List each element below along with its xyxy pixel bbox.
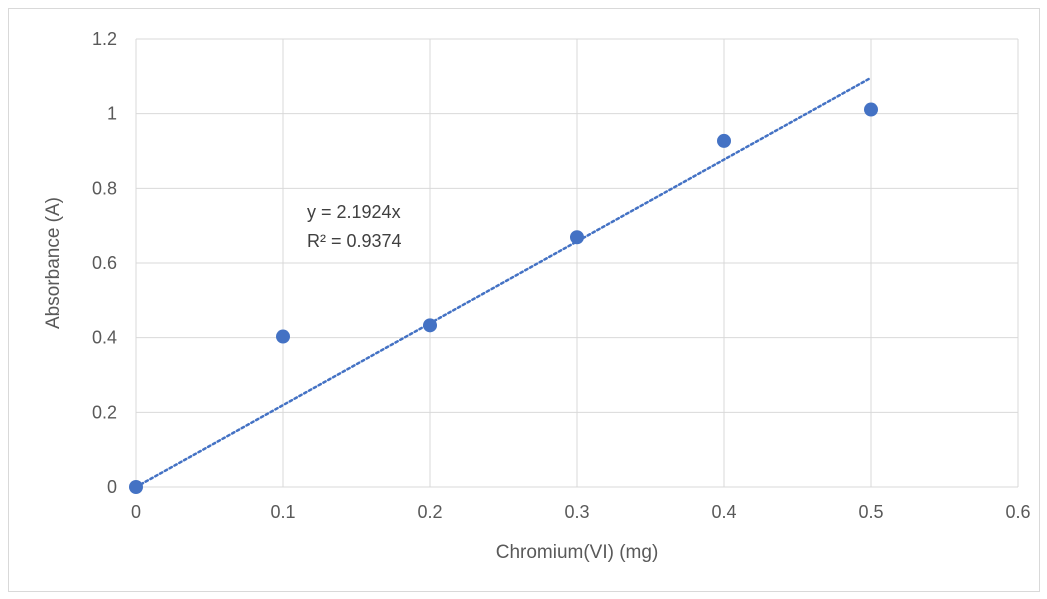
y-tick-label: 0 (107, 477, 117, 497)
x-tick-label: 0.2 (417, 502, 442, 522)
x-axis-title: Chromium(VI) (mg) (496, 542, 659, 563)
x-tick-label: 0.3 (564, 502, 589, 522)
scatter-chart: 0 0.2 0.4 0.6 0.8 1 1.2 0 0.1 0.2 0.3 0.4 0.5 0.6 Chr… (43, 29, 1031, 563)
trendline-r-squared: R² = 0.9374 (307, 231, 402, 251)
data-point (276, 329, 290, 344)
chart-frame: 0 0.2 0.4 0.6 0.8 1 1.2 0 0.1 0.2 0.3 0.4 0.5 0.6 Chr… (8, 8, 1040, 592)
y-tick-label: 0.2 (92, 402, 117, 422)
data-point (129, 480, 143, 494)
gridlines (135, 38, 1019, 488)
data-point (717, 133, 731, 148)
x-tick-label: 0.5 (858, 502, 883, 522)
y-tick-label: 1.2 (92, 29, 117, 49)
x-tick-label: 0.4 (711, 502, 736, 522)
x-tick-label: 0.1 (270, 502, 295, 522)
data-point (864, 102, 878, 117)
y-tick-label: 0.6 (92, 253, 117, 273)
trendline (134, 76, 873, 489)
y-axis-title: Absorbance (A) (43, 197, 64, 329)
x-tick-label: 0.6 (1005, 502, 1030, 522)
y-tick-label: 1 (107, 104, 117, 124)
y-tick-label: 0.4 (92, 328, 117, 348)
trendline-group (134, 76, 873, 489)
y-tick-label: 0.8 (92, 178, 117, 198)
data-point (570, 230, 584, 245)
data-points (129, 102, 878, 494)
x-tick-label: 0 (131, 502, 141, 522)
tick-labels: 0 0.2 0.4 0.6 0.8 1 1.2 0 0.1 0.2 0.3 0.4 0.5 0.6 (92, 29, 1031, 522)
trendline-equation: y = 2.1924x (307, 202, 401, 222)
data-point (423, 318, 437, 333)
